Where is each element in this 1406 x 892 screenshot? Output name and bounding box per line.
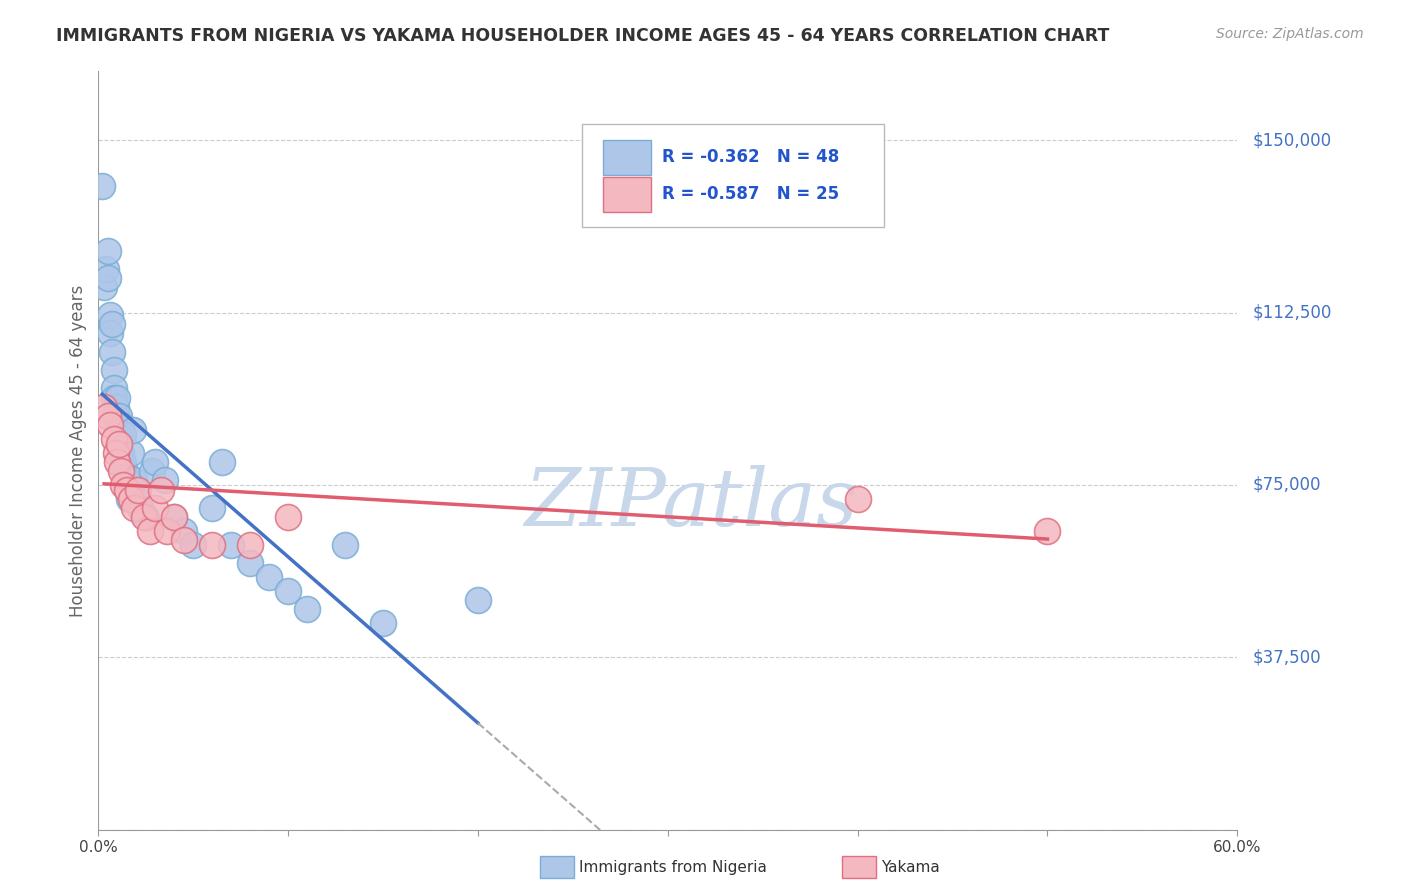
Point bbox=[150, 483, 173, 497]
Point bbox=[100, 344, 122, 359]
Y-axis label: Householder Income Ages 45 - 64 years: Householder Income Ages 45 - 64 years bbox=[69, 285, 87, 616]
Point bbox=[97, 409, 120, 423]
Point bbox=[100, 317, 122, 331]
Point bbox=[118, 491, 141, 506]
Point bbox=[104, 409, 127, 423]
Point bbox=[277, 510, 299, 524]
Point bbox=[112, 455, 135, 469]
Point bbox=[115, 483, 138, 497]
Text: R = -0.362   N = 48: R = -0.362 N = 48 bbox=[662, 148, 839, 166]
Text: $112,500: $112,500 bbox=[1253, 303, 1331, 322]
Point bbox=[297, 602, 319, 616]
Point bbox=[103, 363, 125, 377]
Text: $37,500: $37,500 bbox=[1253, 648, 1322, 666]
Point bbox=[107, 455, 129, 469]
Text: ZIPatlas: ZIPatlas bbox=[524, 465, 858, 542]
Point bbox=[211, 455, 233, 469]
Point bbox=[221, 538, 243, 552]
Point bbox=[1036, 524, 1059, 538]
Point bbox=[93, 280, 115, 294]
Point bbox=[110, 418, 132, 433]
Point bbox=[103, 391, 125, 405]
Point bbox=[110, 446, 132, 460]
FancyBboxPatch shape bbox=[603, 140, 651, 175]
Point bbox=[141, 464, 163, 478]
Point bbox=[97, 271, 120, 285]
Point bbox=[98, 418, 121, 433]
Text: R = -0.587   N = 25: R = -0.587 N = 25 bbox=[662, 186, 839, 203]
Point bbox=[138, 524, 160, 538]
Point bbox=[107, 423, 129, 437]
Point bbox=[94, 262, 117, 277]
Point bbox=[115, 473, 138, 487]
Text: IMMIGRANTS FROM NIGERIA VS YAKAMA HOUSEHOLDER INCOME AGES 45 - 64 YEARS CORRELAT: IMMIGRANTS FROM NIGERIA VS YAKAMA HOUSEH… bbox=[56, 27, 1109, 45]
Point bbox=[201, 538, 224, 552]
Point bbox=[201, 500, 224, 515]
Point bbox=[129, 500, 152, 515]
Point bbox=[120, 491, 142, 506]
Point bbox=[163, 510, 186, 524]
FancyBboxPatch shape bbox=[603, 177, 651, 211]
Point bbox=[132, 510, 155, 524]
Point bbox=[239, 538, 262, 552]
Point bbox=[183, 538, 205, 552]
Point bbox=[259, 570, 281, 584]
Point bbox=[153, 473, 176, 487]
Point bbox=[103, 381, 125, 395]
Point bbox=[163, 510, 186, 524]
Point bbox=[108, 436, 131, 450]
Point bbox=[145, 455, 167, 469]
Text: $150,000: $150,000 bbox=[1253, 131, 1331, 149]
Point bbox=[103, 432, 125, 446]
Point bbox=[277, 583, 299, 598]
FancyBboxPatch shape bbox=[582, 124, 884, 227]
Point bbox=[120, 446, 142, 460]
Point bbox=[156, 524, 179, 538]
Point bbox=[98, 308, 121, 322]
Point bbox=[173, 533, 195, 547]
Point bbox=[125, 491, 148, 506]
Text: $75,000: $75,000 bbox=[1253, 476, 1322, 494]
Text: Yakama: Yakama bbox=[882, 860, 941, 874]
Point bbox=[239, 556, 262, 570]
Point bbox=[91, 179, 114, 194]
Point bbox=[110, 464, 132, 478]
Point bbox=[98, 326, 121, 341]
Point bbox=[115, 483, 138, 497]
Point bbox=[467, 592, 489, 607]
Point bbox=[846, 491, 869, 506]
Point bbox=[124, 500, 146, 515]
Point bbox=[127, 483, 149, 497]
Point bbox=[93, 400, 115, 414]
Point bbox=[121, 423, 143, 437]
Point bbox=[173, 524, 195, 538]
Point bbox=[124, 473, 146, 487]
Point bbox=[108, 436, 131, 450]
Point bbox=[371, 615, 394, 630]
Point bbox=[145, 500, 167, 515]
Text: Immigrants from Nigeria: Immigrants from Nigeria bbox=[579, 860, 768, 874]
Point bbox=[112, 427, 135, 442]
Text: Source: ZipAtlas.com: Source: ZipAtlas.com bbox=[1216, 27, 1364, 41]
Point bbox=[104, 400, 127, 414]
Point bbox=[135, 510, 157, 524]
Point bbox=[114, 464, 136, 478]
Point bbox=[97, 244, 120, 258]
Point bbox=[107, 391, 129, 405]
Point bbox=[104, 446, 127, 460]
Point bbox=[108, 409, 131, 423]
Point bbox=[335, 538, 357, 552]
Point bbox=[112, 478, 135, 492]
